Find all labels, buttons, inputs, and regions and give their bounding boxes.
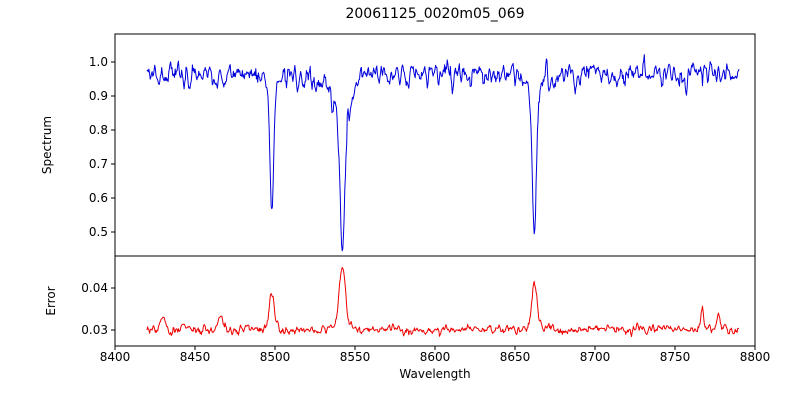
x-tick-label: 8450 (180, 350, 211, 364)
y-tick-label: 0.04 (81, 281, 108, 295)
x-axis-label: Wavelength (399, 367, 471, 381)
y-tick-label: 0.9 (89, 89, 108, 103)
y-tick-label: 0.6 (89, 191, 108, 205)
error-panel-border (114, 255, 756, 347)
y-tick-label: 0.5 (89, 225, 108, 239)
spectrum-line (146, 54, 740, 252)
y-tick-label: 0.7 (89, 157, 108, 171)
error-line (146, 267, 740, 337)
x-tick-label: 8400 (100, 350, 131, 364)
x-tick-label: 8750 (660, 350, 691, 364)
x-tick-label: 8500 (260, 350, 291, 364)
x-tick-label: 8700 (580, 350, 611, 364)
y-tick-label: 1.0 (89, 55, 108, 69)
x-tick-label: 8800 (740, 350, 771, 364)
chart-title: 20061125_0020m05_069 (345, 6, 525, 22)
y-tick-label: 0.03 (81, 323, 108, 337)
x-tick-label: 8600 (420, 350, 451, 364)
y-tick-label: 0.8 (89, 123, 108, 137)
x-tick-label: 8550 (340, 350, 371, 364)
x-tick-label: 8650 (500, 350, 531, 364)
